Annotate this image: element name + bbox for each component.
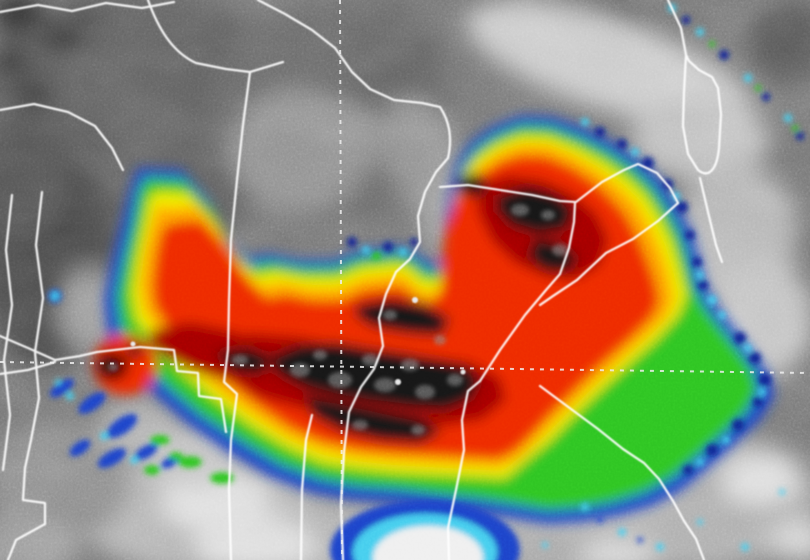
border-south-vertical-mid [299,413,314,560]
border-left-vertical-2 [1,193,14,472]
border-ne-horizontal [438,162,680,205]
border-east-diagonal [538,201,680,307]
border-top-left-edge [0,0,176,14]
border-top-left-curve [146,0,285,74]
border-river-tail [698,176,724,264]
longitude-gridline [339,0,343,560]
border-river-loop [666,0,723,175]
border-left-diag-upper [0,334,99,362]
state-borders [0,0,724,560]
border-south-vertical-east [446,379,482,560]
border-central-diagonal [256,0,452,560]
border-staircase [95,345,228,434]
border-left-vertical-1 [6,190,47,560]
border-left-top-curve [0,102,125,172]
border-se-diagonal [538,384,706,560]
border-left-diag-lower [0,360,57,376]
border-ne-diagonal [478,201,577,383]
border-west-vertical [222,70,252,560]
